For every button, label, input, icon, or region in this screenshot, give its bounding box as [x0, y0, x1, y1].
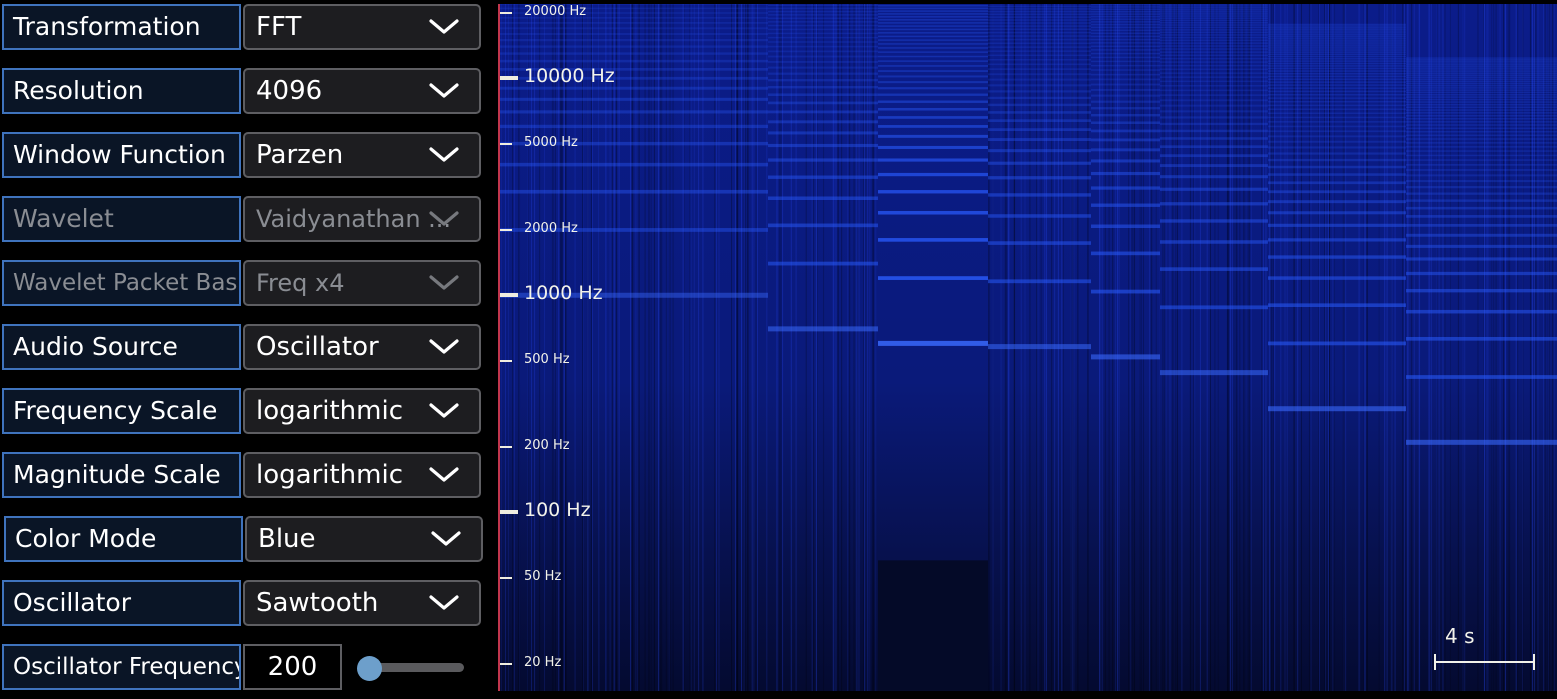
frequency-tick-label: 20000 Hz — [524, 4, 587, 19]
chevron-down-icon — [429, 211, 459, 226]
magnitude-scale-label: Magnitude Scale — [2, 452, 241, 498]
spectrogram: 20000 Hz 10000 Hz 5000 Hz 2000 Hz 1000 Hz 500… — [498, 4, 1557, 691]
spectrogram-segment — [1268, 4, 1406, 691]
spectrogram-segment — [1160, 4, 1268, 691]
chevron-down-icon — [429, 19, 459, 34]
audio-source-select[interactable]: Oscillator — [243, 324, 481, 370]
chevron-down-icon — [429, 595, 459, 610]
magnitude-scale-select[interactable]: logarithmic — [243, 452, 481, 498]
frequency-tick — [500, 359, 512, 362]
oscillator-frequency-slider-thumb[interactable] — [356, 656, 382, 681]
chevron-down-icon — [429, 467, 459, 482]
frequency-tick — [500, 662, 512, 665]
color-mode-select[interactable]: Blue — [245, 516, 483, 562]
transformation-value: FFT — [256, 12, 302, 42]
frequency-tick-label: 2000 Hz — [524, 220, 578, 236]
frequency-tick-label: 100 Hz — [524, 499, 591, 522]
chevron-down-icon — [429, 403, 459, 418]
resolution-label: Resolution — [2, 68, 241, 114]
frequency-tick-label: 10000 Hz — [524, 65, 615, 88]
spectrogram-segment — [498, 4, 768, 691]
frequency-tick — [500, 142, 512, 145]
oscillator-label: Oscillator — [2, 580, 241, 626]
oscillator-frequency-input[interactable]: 200 — [243, 644, 342, 690]
wavelet-packet-basis-value: Freq x4 — [256, 269, 345, 297]
magnitude-scale-value: logarithmic — [256, 460, 403, 490]
wavelet-packet-basis-select: Freq x4 — [243, 260, 481, 306]
frequency-tick — [500, 576, 512, 579]
wavelet-label: Wavelet — [2, 196, 241, 242]
frequency-tick-label: 500 Hz — [524, 351, 570, 367]
frequency-tick-label: 200 Hz — [524, 437, 570, 453]
window-function-value: Parzen — [256, 140, 344, 170]
frequency-scale-select[interactable]: logarithmic — [243, 388, 481, 434]
transformation-select[interactable]: FFT — [243, 4, 481, 50]
window-function-select[interactable]: Parzen — [243, 132, 481, 178]
frequency-tick-label: 50 Hz — [524, 568, 562, 584]
frequency-tick-label: 5000 Hz — [524, 134, 578, 150]
spectrogram-segment — [1091, 4, 1160, 691]
frequency-tick — [500, 76, 518, 81]
audio-source-label: Audio Source — [2, 324, 241, 370]
spectrogram-segment — [1406, 4, 1557, 691]
frequency-scale-label: Frequency Scale — [2, 388, 241, 434]
oscillator-frequency-slider[interactable] — [367, 663, 464, 672]
frequency-tick — [500, 445, 512, 448]
chevron-down-icon — [429, 339, 459, 354]
chevron-down-icon — [429, 275, 459, 290]
chevron-down-icon — [429, 83, 459, 98]
color-mode-value: Blue — [258, 524, 316, 554]
chevron-down-icon — [429, 147, 459, 162]
frequency-tick-label: 1000 Hz — [524, 282, 603, 305]
oscillator-frequency-label: Oscillator Frequency — [2, 644, 241, 690]
frequency-scale-value: logarithmic — [256, 396, 403, 426]
frequency-tick — [500, 510, 518, 515]
resolution-select[interactable]: 4096 — [243, 68, 481, 114]
chevron-down-icon — [431, 531, 461, 546]
frequency-tick-label: 20 Hz — [524, 654, 562, 670]
audio-source-value: Oscillator — [256, 332, 379, 362]
color-mode-label: Color Mode — [4, 516, 243, 562]
time-scale-bar-start — [1434, 654, 1436, 670]
frequency-tick — [500, 11, 512, 14]
frequency-tick — [500, 293, 518, 298]
time-scale-label: 4 s — [1445, 624, 1475, 648]
oscillator-select[interactable]: Sawtooth — [243, 580, 481, 626]
wavelet-select: Vaidyanathan ... — [243, 196, 481, 242]
transformation-label: Transformation — [2, 4, 241, 50]
resolution-value: 4096 — [256, 76, 323, 106]
time-scale-bar — [1434, 661, 1535, 663]
wavelet-value: Vaidyanathan ... — [256, 205, 452, 233]
oscillator-value: Sawtooth — [256, 588, 379, 618]
spectrogram-canvas — [498, 4, 1557, 691]
spectrogram-segment — [768, 4, 878, 691]
settings-panel: Transformation FFT Resolution 4096 Window Fu… — [0, 0, 490, 699]
wavelet-packet-basis-label: Wavelet Packet Basis — [2, 260, 241, 306]
frequency-axis-line — [498, 4, 500, 691]
window-function-label: Window Function — [2, 132, 241, 178]
frequency-tick — [500, 228, 512, 231]
time-scale-bar-end — [1533, 654, 1535, 670]
